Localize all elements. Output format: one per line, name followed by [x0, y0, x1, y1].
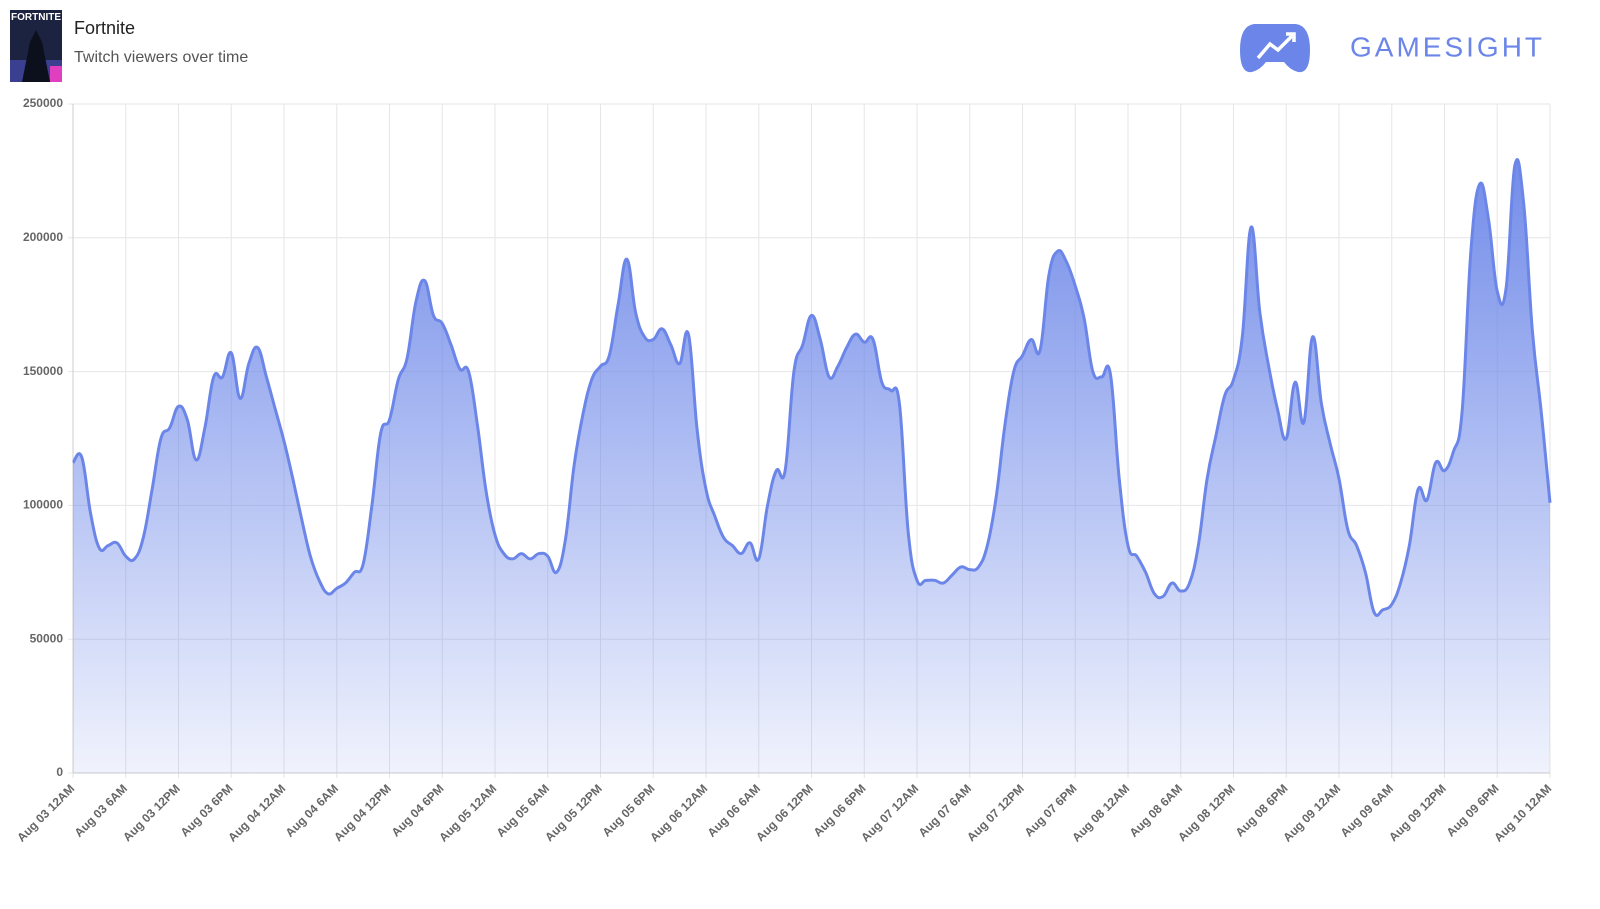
x-tick-label: Aug 03 6AM [72, 781, 130, 839]
chart-title: Fortnite [74, 18, 135, 38]
x-tick-label: Aug 03 12AM [14, 781, 77, 844]
x-tick-label: Aug 09 6AM [1338, 781, 1396, 839]
y-tick-label: 150000 [23, 364, 63, 378]
thumbnail: FORTNITE [10, 10, 62, 82]
x-tick-label: Aug 04 6PM [389, 781, 447, 839]
x-tick-label: Aug 07 6AM [916, 781, 974, 839]
x-tick-label: Aug 08 6AM [1127, 781, 1185, 839]
y-tick-label: 100000 [23, 498, 63, 512]
area-line [71, 158, 1552, 617]
x-tick-label: Aug 06 6AM [705, 781, 763, 839]
x-tick-label: Aug 03 6PM [178, 781, 236, 839]
x-tick-label: Aug 04 6AM [283, 781, 341, 839]
brand-logo [1240, 24, 1310, 73]
y-tick-label: 0 [56, 765, 63, 779]
y-tick-label: 250000 [23, 96, 63, 110]
x-tick-label: Aug 09 6PM [1444, 781, 1502, 839]
x-tick-label: Aug 05 6AM [494, 781, 552, 839]
chart-subtitle: Twitch viewers over time [74, 49, 248, 66]
area-fill [73, 159, 1550, 773]
thumbnail-text: FORTNITE [11, 12, 61, 23]
x-tick-label: Aug 07 6PM [1022, 781, 1080, 839]
y-tick-label: 200000 [23, 230, 63, 244]
x-tick-label: Aug 06 6PM [811, 781, 869, 839]
x-tick-label: Aug 05 6PM [600, 781, 658, 839]
x-tick-label: Aug 08 6PM [1233, 781, 1291, 839]
brand-name: GAMESIGHT [1350, 31, 1545, 62]
y-tick-label: 50000 [30, 631, 64, 645]
